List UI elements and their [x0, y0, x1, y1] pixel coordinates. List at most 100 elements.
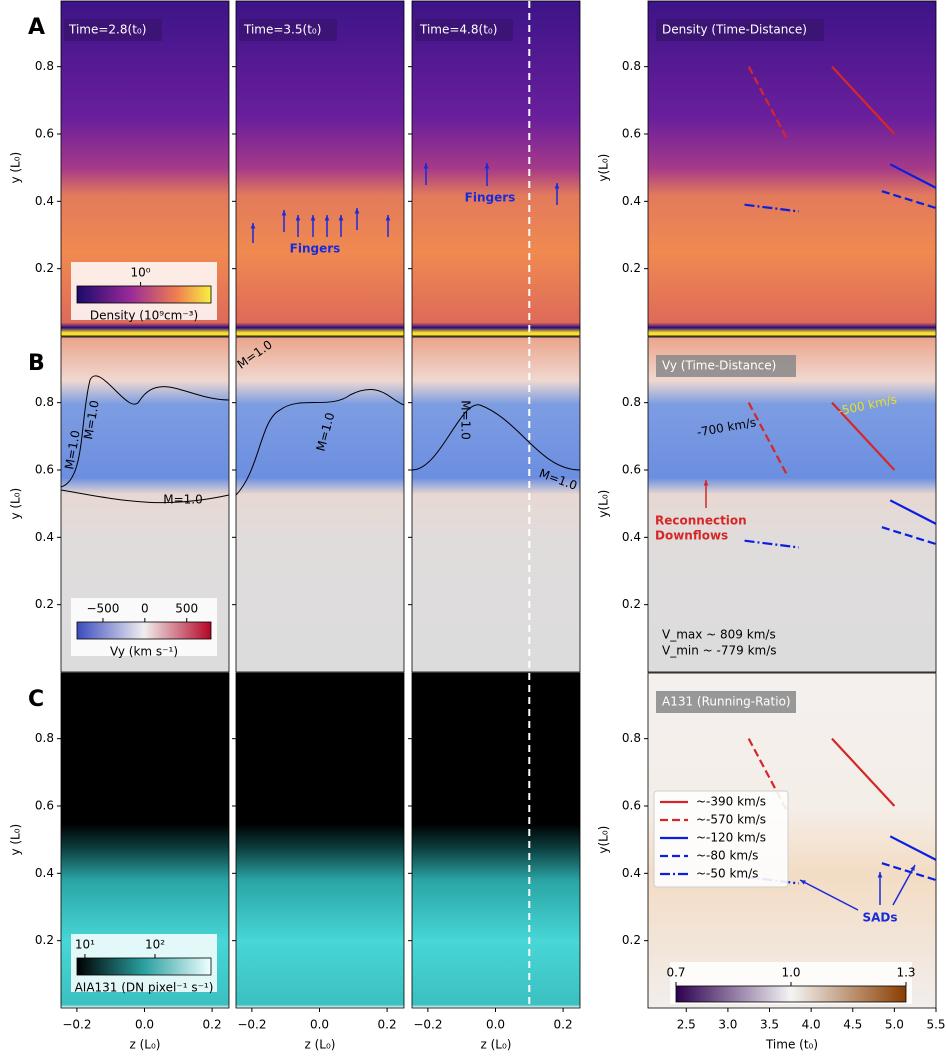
colorbar	[76, 621, 212, 640]
y-tick-label: 0.4	[622, 866, 641, 880]
colorbar-tick-label: 1.0	[781, 966, 800, 980]
x-axis-label: Time (t₀)	[765, 1038, 818, 1052]
x-tick-label: 4.0	[802, 1018, 821, 1032]
panel-letter: B	[28, 351, 45, 376]
mach-label: M=1.0	[81, 399, 102, 440]
time-label-box	[239, 19, 337, 41]
y-axis-label: y (L₀)	[9, 824, 23, 856]
arrow-head	[281, 210, 287, 216]
legend-label: ~-80 km/s	[696, 849, 758, 863]
fit-line	[889, 835, 937, 861]
colorbar-label: Density (10⁹cm⁻³)	[90, 309, 198, 323]
x-axis-label: z (L₀)	[130, 1038, 161, 1052]
x-tick-label: 0.2	[203, 1018, 222, 1032]
y-axis-label: y (L₀)	[9, 488, 23, 520]
y-tick-label: 0.8	[35, 731, 54, 745]
arrow	[799, 879, 859, 911]
x-tick-label: −0.2	[237, 1018, 266, 1032]
fingers-label: Fingers	[290, 242, 341, 256]
y-tick-label: 0.6	[622, 462, 641, 476]
td-panel-image	[647, 336, 937, 673]
y-tick-label: 0.8	[35, 395, 54, 409]
mach-label: M=1.0	[62, 429, 83, 470]
td-title-box	[656, 19, 824, 41]
x-tick-label: 0.2	[378, 1018, 397, 1032]
fit-line	[747, 66, 788, 138]
td-title: Density (Time-Distance)	[662, 23, 807, 37]
colorbar-label: Vy (km s⁻¹)	[110, 645, 178, 659]
colorbar-tick-label: 0	[141, 602, 149, 616]
arrow-head	[250, 223, 256, 229]
x-tick-label: 5.0	[885, 1018, 904, 1032]
x-tick-label: 2.5	[677, 1018, 696, 1032]
td-panel-image	[647, 0, 937, 337]
y-tick-label: 0.2	[35, 597, 54, 611]
arrow-head	[324, 215, 330, 221]
colorbar-tick-label: 1.3	[896, 966, 915, 980]
fit-line	[881, 862, 937, 882]
colorbar	[675, 985, 907, 1003]
panel-letter: C	[28, 687, 44, 712]
td-title: A131 (Running-Ratio)	[662, 695, 791, 709]
y-tick-label: 0.4	[35, 866, 54, 880]
x-tick-label: 5.5	[926, 1018, 945, 1032]
x-tick-label: 3.0	[718, 1018, 737, 1032]
x-tick-label: 0.0	[135, 1018, 154, 1032]
y-tick-label: 0.2	[35, 261, 54, 275]
y-tick-label: 0.6	[35, 462, 54, 476]
x-axis-label: z (L₀)	[305, 1038, 336, 1052]
panel-image	[235, 672, 405, 1009]
x-tick-label: 0.2	[554, 1018, 573, 1032]
td-title-box	[656, 691, 796, 713]
panel-image	[411, 0, 581, 337]
colorbar-tick-label: 500	[175, 602, 198, 616]
arrow-head	[484, 163, 490, 169]
y-tick-label: 0.2	[35, 933, 54, 947]
fit-line	[744, 203, 799, 213]
fit-line	[881, 526, 937, 546]
arrow-head	[354, 208, 360, 214]
panel-image	[411, 672, 581, 1009]
contour	[60, 489, 230, 504]
y-axis-label: y(L₀)	[597, 154, 611, 182]
x-tick-label: −0.2	[413, 1018, 442, 1032]
td-title: Vy (Time-Distance)	[662, 359, 776, 373]
arrow-head	[910, 865, 915, 871]
panel-image	[235, 336, 405, 673]
y-tick-label: 0.6	[622, 126, 641, 140]
y-axis-label: y(L₀)	[597, 490, 611, 518]
y-tick-label: 0.6	[35, 126, 54, 140]
x-tick-label: 4.5	[843, 1018, 862, 1032]
contour	[235, 389, 405, 496]
y-tick-label: 0.4	[35, 530, 54, 544]
panel-image	[411, 336, 581, 673]
arrow-head	[310, 215, 316, 221]
fit-line	[747, 402, 788, 474]
x-tick-label: −0.2	[62, 1018, 91, 1032]
legend-label: ~-120 km/s	[696, 831, 766, 845]
time-label-box	[64, 19, 162, 41]
panel-image	[235, 0, 405, 337]
y-tick-label: 0.2	[622, 261, 641, 275]
reconnection-label: Downflows	[655, 529, 728, 543]
sads-label: SADs	[862, 911, 897, 925]
y-tick-label: 0.4	[622, 194, 641, 208]
colorbar-label: AIA131 (DN pixel⁻¹ s⁻¹)	[75, 981, 214, 995]
fit-line	[831, 737, 896, 807]
colorbar-tick-label: 10¹	[75, 938, 95, 952]
mach-label: M=1.0	[163, 493, 203, 507]
fit-line	[889, 499, 937, 525]
panel-letter: A	[28, 15, 45, 40]
y-tick-label: 0.4	[35, 194, 54, 208]
legend-label: ~-390 km/s	[696, 795, 766, 809]
y-tick-label: 0.4	[622, 530, 641, 544]
fit-line	[881, 190, 937, 210]
y-tick-label: 0.8	[622, 59, 641, 73]
colorbar-tick-label: 0.7	[666, 966, 685, 980]
colorbar	[76, 957, 212, 976]
x-tick-label: 3.5	[760, 1018, 779, 1032]
y-axis-label: y(L₀)	[597, 826, 611, 854]
x-tick-label: 0.0	[310, 1018, 329, 1032]
